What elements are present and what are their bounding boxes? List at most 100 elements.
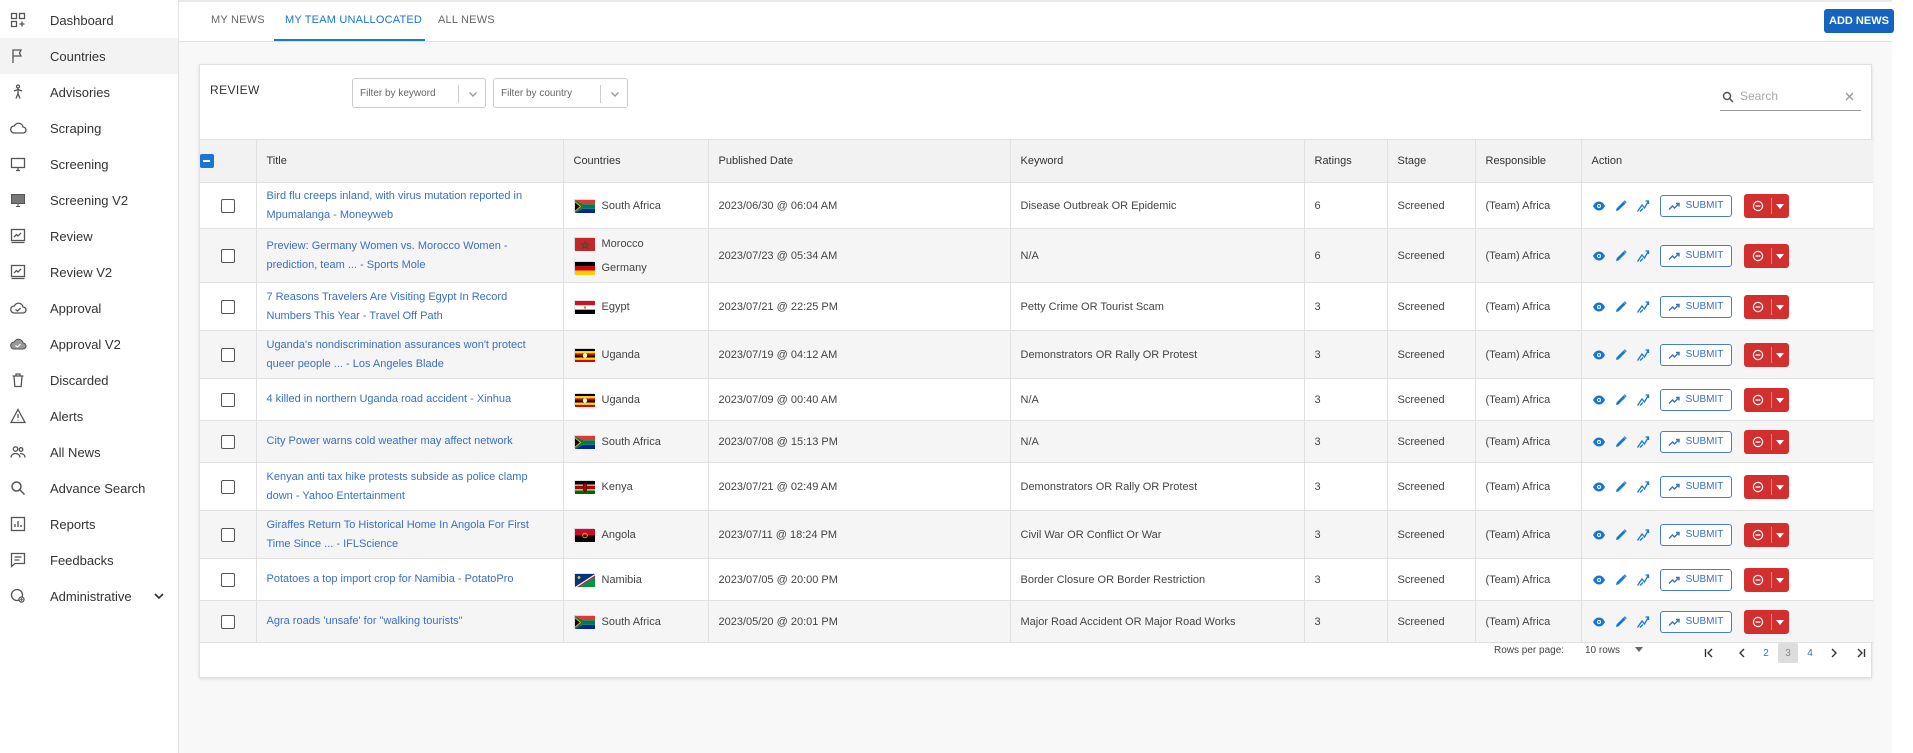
edit-icon[interactable] [1614,435,1628,449]
edit-icon[interactable] [1614,393,1628,407]
submit-button[interactable]: SUBMIT [1659,194,1732,217]
sidebar-item-approval[interactable]: Approval [0,290,178,326]
sidebar-item-countries[interactable]: Countries [0,38,178,74]
table-row[interactable]: Preview: Germany Women vs. Morocco Women… [200,228,1873,283]
reject-dropdown-button[interactable] [1743,243,1789,268]
sidebar-item-screening-v2[interactable]: Screening V2 [0,182,178,218]
analytics-icon[interactable] [1636,435,1650,449]
row-checkbox[interactable] [220,347,235,362]
view-icon[interactable] [1592,615,1606,629]
page-button[interactable]: 4 [1807,647,1813,659]
sidebar-item-approval-v2[interactable]: Approval V2 [0,326,178,362]
page-button[interactable]: 2 [1763,647,1769,659]
view-icon[interactable] [1592,573,1606,587]
submit-button[interactable]: SUBMIT [1659,388,1732,411]
analytics-icon[interactable] [1636,199,1650,213]
column-header-published-date[interactable]: Published Date [708,139,1011,183]
tab-my-team-unallocated[interactable]: MY TEAM UNALLOCATED [285,14,423,26]
view-icon[interactable] [1592,480,1606,494]
sidebar-item-reports[interactable]: Reports [0,506,178,542]
sidebar-item-all-news[interactable]: All News [0,434,178,470]
row-checkbox[interactable] [220,198,235,213]
reject-dropdown-button[interactable] [1743,474,1789,499]
tab-all-news[interactable]: ALL NEWS [438,14,495,26]
news-title-link[interactable]: Kenyan anti tax hike protests subside as… [266,470,528,502]
view-icon[interactable] [1592,199,1606,213]
analytics-icon[interactable] [1636,573,1650,587]
edit-icon[interactable] [1614,348,1628,362]
view-icon[interactable] [1592,528,1606,542]
edit-icon[interactable] [1614,573,1628,587]
submit-button[interactable]: SUBMIT [1659,568,1732,591]
country-filter-select[interactable]: Filter by country [493,78,628,108]
keyword-filter-select[interactable]: Filter by keyword [352,78,486,108]
reject-dropdown-button[interactable] [1743,294,1789,319]
submit-button[interactable]: SUBMIT [1659,523,1732,546]
table-row[interactable]: Agra roads 'unsafe' for "walking tourist… [200,600,1873,643]
submit-button[interactable]: SUBMIT [1659,295,1732,318]
analytics-icon[interactable] [1636,393,1650,407]
news-title-link[interactable]: Giraffes Return To Historical Home In An… [266,518,529,550]
submit-button[interactable]: SUBMIT [1659,610,1732,633]
sidebar-item-alerts[interactable]: Alerts [0,398,178,434]
last-page-button[interactable] [1851,643,1871,663]
news-title-link[interactable]: Preview: Germany Women vs. Morocco Women… [266,239,508,271]
analytics-icon[interactable] [1636,300,1650,314]
news-title-link[interactable]: 4 killed in northern Uganda road acciden… [266,393,512,405]
submit-button[interactable]: SUBMIT [1659,343,1732,366]
previous-page-button[interactable] [1732,643,1752,663]
reject-dropdown-button[interactable] [1743,429,1789,454]
submit-button[interactable]: SUBMIT [1659,475,1732,498]
column-header-responsible[interactable]: Responsible [1475,139,1582,183]
column-header-title[interactable]: Title [256,139,564,183]
search-input[interactable] [1740,86,1835,106]
table-row[interactable]: Bird flu creeps inland, with virus mutat… [200,182,1873,229]
rows-per-page-select[interactable]: 10 rows [1585,642,1645,662]
tab-my-news[interactable]: MY NEWS [211,14,265,26]
table-row[interactable]: Kenyan anti tax hike protests subside as… [200,462,1873,511]
select-all-checkbox[interactable] [200,154,214,168]
edit-icon[interactable] [1614,528,1628,542]
sidebar-item-advance-search[interactable]: Advance Search [0,470,178,506]
table-row[interactable]: 7 Reasons Travelers Are Visiting Egypt I… [200,282,1873,331]
page-button-current[interactable]: 3 [1778,643,1798,663]
reject-dropdown-button[interactable] [1743,387,1789,412]
analytics-icon[interactable] [1636,615,1650,629]
sidebar-item-review-v2[interactable]: Review V2 [0,254,178,290]
clear-search-icon[interactable] [1844,91,1855,102]
table-row[interactable]: 4 killed in northern Uganda road acciden… [200,378,1873,421]
news-title-link[interactable]: 7 Reasons Travelers Are Visiting Egypt I… [266,290,508,322]
sidebar-item-review[interactable]: Review [0,218,178,254]
news-title-link[interactable]: Bird flu creeps inland, with virus mutat… [266,189,523,221]
submit-button[interactable]: SUBMIT [1659,430,1732,453]
chevron-down-icon[interactable] [152,589,166,603]
column-header-ratings[interactable]: Ratings [1304,139,1388,183]
reject-dropdown-button[interactable] [1743,567,1789,592]
news-title-link[interactable]: Agra roads 'unsafe' for "walking tourist… [266,615,463,627]
sidebar-item-administrative[interactable]: Administrative [0,578,178,614]
column-header-countries[interactable]: Countries [563,139,709,183]
row-checkbox[interactable] [220,479,235,494]
row-checkbox[interactable] [220,248,235,263]
table-row[interactable]: Giraffes Return To Historical Home In An… [200,510,1873,559]
view-icon[interactable] [1592,435,1606,449]
reject-dropdown-button[interactable] [1743,342,1789,367]
column-header-keyword[interactable]: Keyword [1010,139,1305,183]
analytics-icon[interactable] [1636,249,1650,263]
news-title-link[interactable]: City Power warns cold weather may affect… [266,435,513,447]
table-row[interactable]: City Power warns cold weather may affect… [200,420,1873,463]
analytics-icon[interactable] [1636,528,1650,542]
column-header-stage[interactable]: Stage [1387,139,1476,183]
analytics-icon[interactable] [1636,480,1650,494]
sidebar-item-discarded[interactable]: Discarded [0,362,178,398]
reject-dropdown-button[interactable] [1743,193,1789,218]
submit-button[interactable]: SUBMIT [1659,244,1732,267]
table-row[interactable]: Uganda's nondiscrimination assurances wo… [200,330,1873,379]
table-row[interactable]: Potatoes a top import crop for Namibia -… [200,558,1873,601]
news-title-link[interactable]: Uganda's nondiscrimination assurances wo… [266,338,526,370]
view-icon[interactable] [1592,393,1606,407]
reject-dropdown-button[interactable] [1743,522,1789,547]
row-checkbox[interactable] [220,572,235,587]
view-icon[interactable] [1592,249,1606,263]
news-title-link[interactable]: Potatoes a top import crop for Namibia -… [266,573,514,585]
